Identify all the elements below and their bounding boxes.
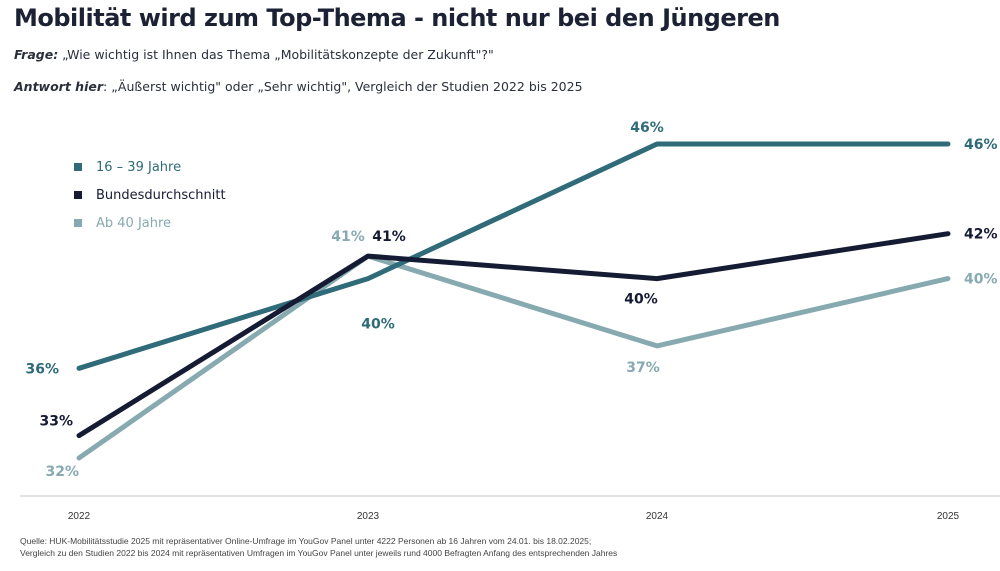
data-label-ab-40-2025: 40% <box>964 272 998 288</box>
legend-item-ab-40: Ab 40 Jahre <box>74 209 226 237</box>
data-label-bundesdurchschnitt-2024: 40% <box>624 292 658 308</box>
source-line-2: Vergleich zu den Studien 2022 bis 2024 m… <box>20 548 618 558</box>
series-line-16-39 <box>76 141 951 371</box>
x-tick-label-2023: 2023 <box>357 511 380 522</box>
legend-swatch-bundesdurchschnitt <box>74 191 82 199</box>
data-label-16-39-2024: 46% <box>630 120 664 136</box>
answer-label: Antwort hier <box>14 79 104 94</box>
series-line-bundesdurchschnitt <box>76 231 951 439</box>
series-line-ab-40 <box>76 253 951 461</box>
question-label: Frage: <box>14 47 59 62</box>
answer-text: : „Äußerst wichtig" oder „Sehr wichtig",… <box>103 79 583 94</box>
data-label-16-39-2022: 36% <box>25 361 59 377</box>
data-label-ab-40-2024: 37% <box>626 360 660 376</box>
data-label-16-39-2025: 46% <box>964 137 998 153</box>
legend-label-16-39: 16 – 39 Jahre <box>96 159 182 175</box>
x-tick-label-2025: 2025 <box>937 511 960 522</box>
legend: 16 – 39 Jahre Bundesdurchschnitt Ab 40 J… <box>74 153 226 237</box>
source-note: Quelle: HUK-Mobilitätsstudie 2025 mit re… <box>20 535 617 559</box>
data-label-ab-40-2022: 32% <box>45 464 79 480</box>
legend-item-16-39: 16 – 39 Jahre <box>74 153 226 181</box>
question-text: „Wie wichtig ist Ihnen das Thema „Mobili… <box>58 47 494 62</box>
legend-swatch-16-39 <box>74 163 82 171</box>
data-label-bundesdurchschnitt-2025: 42% <box>964 227 998 243</box>
answer-line: Antwort hier: „Äußerst wichtig" oder „Se… <box>14 79 583 94</box>
legend-label-bundesdurchschnitt: Bundesdurchschnitt <box>96 187 226 203</box>
question-line: Frage: „Wie wichtig ist Ihnen das Thema … <box>14 47 494 62</box>
chart-title: Mobilität wird zum Top-Thema - nicht nur… <box>14 4 780 32</box>
source-line-1: Quelle: HUK-Mobilitätsstudie 2025 mit re… <box>20 536 592 546</box>
legend-item-bundesdurchschnitt: Bundesdurchschnitt <box>74 181 226 209</box>
data-label-bundesdurchschnitt-2022: 33% <box>39 414 73 430</box>
x-tick-label-2022: 2022 <box>68 511 91 522</box>
legend-label-ab-40: Ab 40 Jahre <box>96 215 172 231</box>
data-label-bundesdurchschnitt-2023: 41% <box>372 229 406 245</box>
data-label-ab-40-2023: 41% <box>331 229 365 245</box>
legend-swatch-ab-40 <box>74 219 82 227</box>
data-label-16-39-2023: 40% <box>361 317 395 333</box>
x-tick-label-2024: 2024 <box>646 511 669 522</box>
